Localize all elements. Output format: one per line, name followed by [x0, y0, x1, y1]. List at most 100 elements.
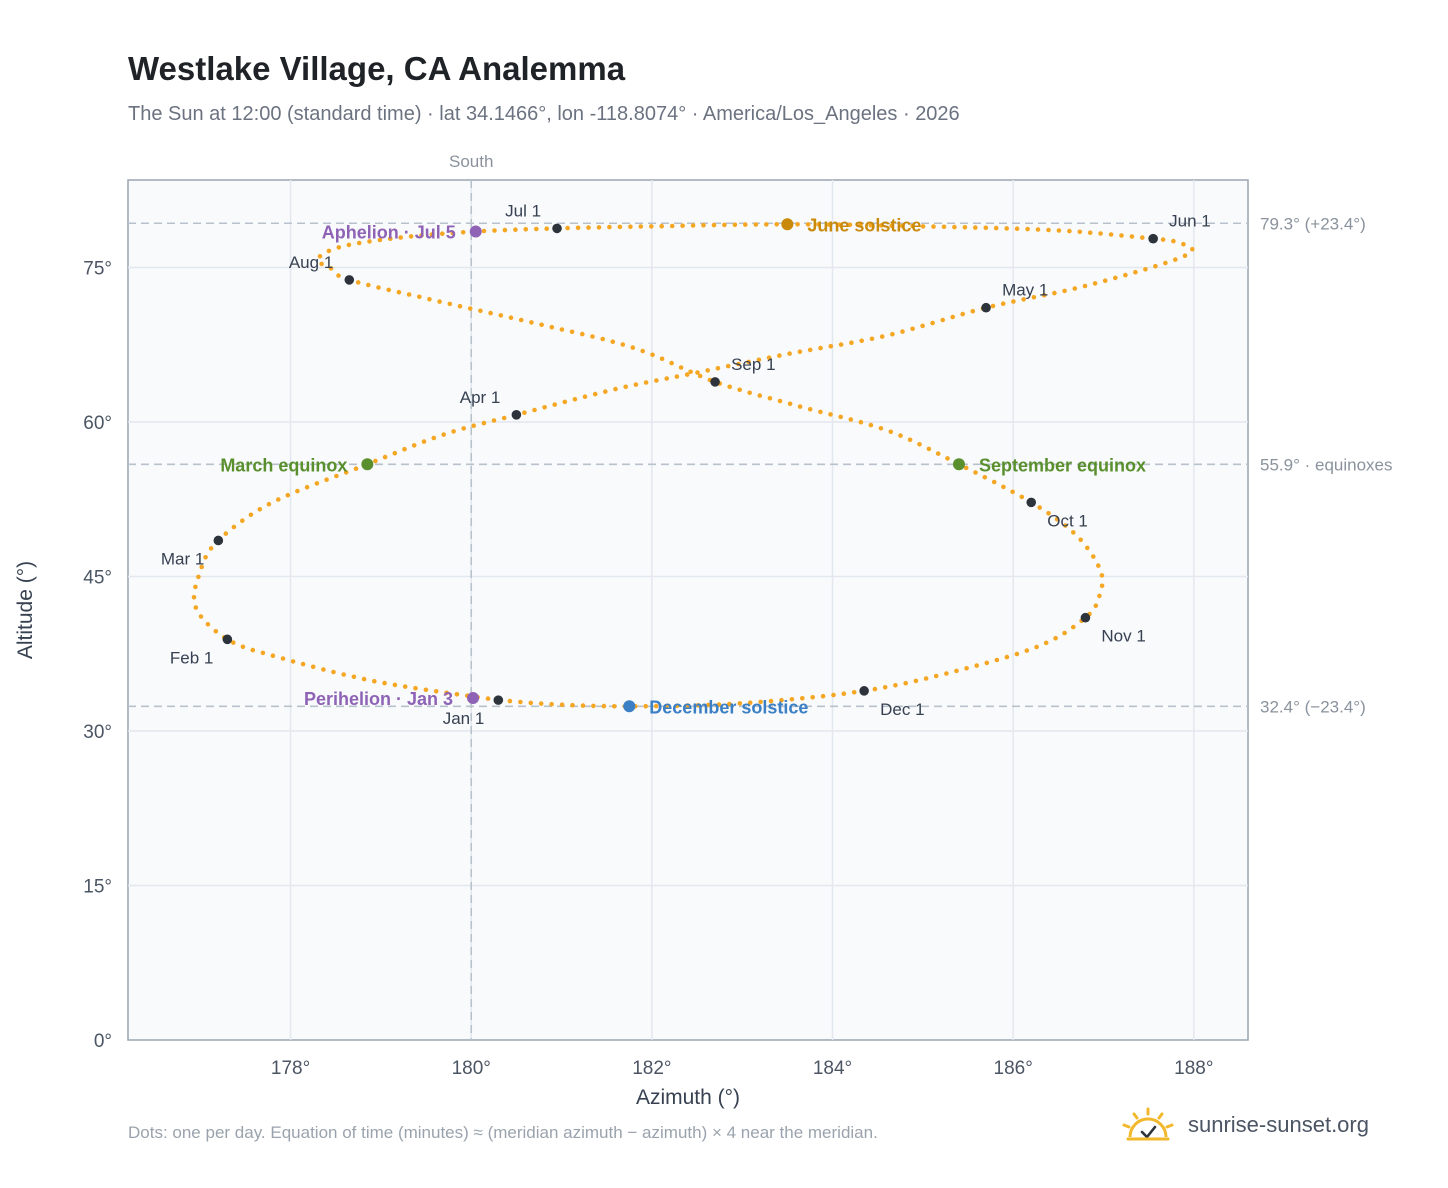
daily-sun-dot: [807, 407, 813, 412]
daily-sun-dot: [559, 702, 565, 707]
daily-sun-dot: [196, 574, 201, 580]
daily-sun-dot: [828, 412, 833, 417]
daily-sun-dot: [1140, 235, 1145, 240]
daily-sun-dot: [1010, 489, 1015, 495]
daily-sun-dot: [440, 231, 445, 236]
daily-sun-dot: [366, 282, 371, 288]
daily-sun-dot: [377, 237, 383, 243]
daily-sun-dot: [341, 672, 347, 677]
daily-sun-dot: [600, 336, 605, 342]
daily-sun-dot: [653, 703, 659, 709]
daily-sun-dot: [1014, 226, 1020, 231]
sun-logo-icon: [1122, 1107, 1174, 1141]
daily-sun-dot: [529, 320, 534, 325]
daily-sun-dot: [746, 359, 751, 365]
daily-sun-dot: [789, 697, 795, 702]
daily-sun-dot: [628, 224, 633, 229]
month-label: Jul 1: [505, 201, 541, 220]
daily-sun-dot: [586, 225, 591, 230]
daily-sun-dot: [643, 703, 648, 709]
daily-sun-dot: [260, 650, 266, 656]
daily-sun-dot: [582, 394, 588, 400]
daily-sun-dot: [684, 372, 690, 377]
daily-sun-dot: [695, 370, 700, 375]
daily-sun-dot: [310, 664, 316, 670]
daily-sun-dot: [376, 285, 381, 290]
daily-sun-dot: [1143, 267, 1148, 272]
daily-sun-dot: [304, 484, 310, 490]
daily-sun-dot: [319, 261, 324, 267]
daily-sun-dot: [816, 222, 821, 227]
daily-sun-dot: [732, 222, 738, 228]
daily-sun-dot: [498, 313, 504, 318]
daily-sun-dot: [1096, 563, 1101, 568]
daily-sun-dot: [963, 465, 969, 471]
daily-sun-dot: [787, 351, 792, 356]
x-tick-label: 188°: [1174, 1058, 1213, 1079]
daily-sun-dot: [766, 355, 772, 361]
daily-sun-dot: [1041, 292, 1047, 298]
daily-sun-dot: [847, 222, 853, 228]
daily-sun-dot: [314, 481, 320, 486]
daily-sun-dot: [1091, 554, 1096, 559]
daily-sun-dot: [715, 366, 721, 371]
daily-sun-dot: [373, 458, 378, 464]
daily-sun-dot: [402, 684, 408, 689]
daily-sun-dot: [257, 507, 263, 512]
daily-sun-dot: [669, 360, 674, 366]
daily-sun-dot: [879, 334, 885, 339]
daily-sun-dot: [903, 680, 908, 686]
event-label: Aphelion · Jul 5: [322, 222, 456, 242]
daily-sun-dot: [954, 668, 959, 674]
daily-sun-dot: [638, 224, 644, 229]
daily-sun-dot: [659, 356, 665, 362]
daily-sun-dot: [1043, 640, 1049, 646]
daily-sun-dot: [983, 225, 989, 231]
month-marker-dot: [859, 686, 869, 696]
daily-sun-dot: [1046, 511, 1051, 516]
daily-sun-dot: [406, 292, 412, 297]
daily-sun-dot: [930, 320, 935, 326]
daily-sun-dot: [623, 384, 628, 390]
daily-sun-dot: [690, 223, 696, 228]
event-label: September equinox: [979, 455, 1146, 475]
daily-sun-dot: [1077, 229, 1083, 235]
daily-sun-dot: [868, 422, 874, 428]
chart-subtitle: The Sun at 12:00 (standard time) · lat 3…: [128, 103, 960, 125]
brand[interactable]: sunrise-sunset.org: [1120, 1100, 1369, 1150]
daily-sun-dot: [970, 308, 976, 314]
daily-sun-dot: [518, 317, 524, 323]
daily-sun-dot: [1102, 278, 1108, 284]
daily-sun-dot: [1123, 272, 1128, 278]
daily-sun-dot: [285, 492, 291, 498]
daily-sun-dot: [737, 387, 742, 393]
daily-sun-dot: [913, 678, 919, 684]
daily-sun-dot: [630, 345, 636, 350]
daily-sun-dot: [591, 703, 596, 709]
daily-sun-dot: [805, 222, 811, 227]
daily-sun-dot: [451, 429, 456, 434]
reference-lines: South 79.3° (+23.4°) 55.9° · equinoxes 32.4…: [128, 152, 1393, 1040]
daily-sun-dot: [549, 701, 554, 707]
daily-sun-dot: [460, 230, 466, 235]
daily-sun-dot: [1085, 545, 1090, 551]
daily-sun-dot: [923, 676, 929, 681]
daily-sun-dot: [962, 225, 968, 230]
daily-sun-dot: [984, 660, 990, 666]
daily-sun-dot: [767, 396, 773, 401]
y-tick-label: 45°: [83, 568, 112, 589]
reference-line-label: 79.3° (+23.4°): [1260, 214, 1366, 233]
daily-sun-dot: [478, 308, 483, 314]
y-axis-title: Altitude (°): [14, 561, 37, 659]
daily-sun-dot: [757, 393, 763, 398]
daily-sun-dot: [617, 224, 623, 230]
daily-sun-dot: [737, 701, 743, 706]
daily-sun-dot: [882, 685, 888, 690]
daily-sun-dot: [935, 451, 941, 456]
event-marker-dot: [781, 218, 794, 231]
daily-sun-dot: [898, 433, 903, 438]
daily-sun-dot: [831, 692, 836, 698]
daily-sun-dot: [334, 473, 339, 479]
daily-sun-dot: [869, 336, 875, 342]
daily-sun-dot: [926, 446, 932, 452]
